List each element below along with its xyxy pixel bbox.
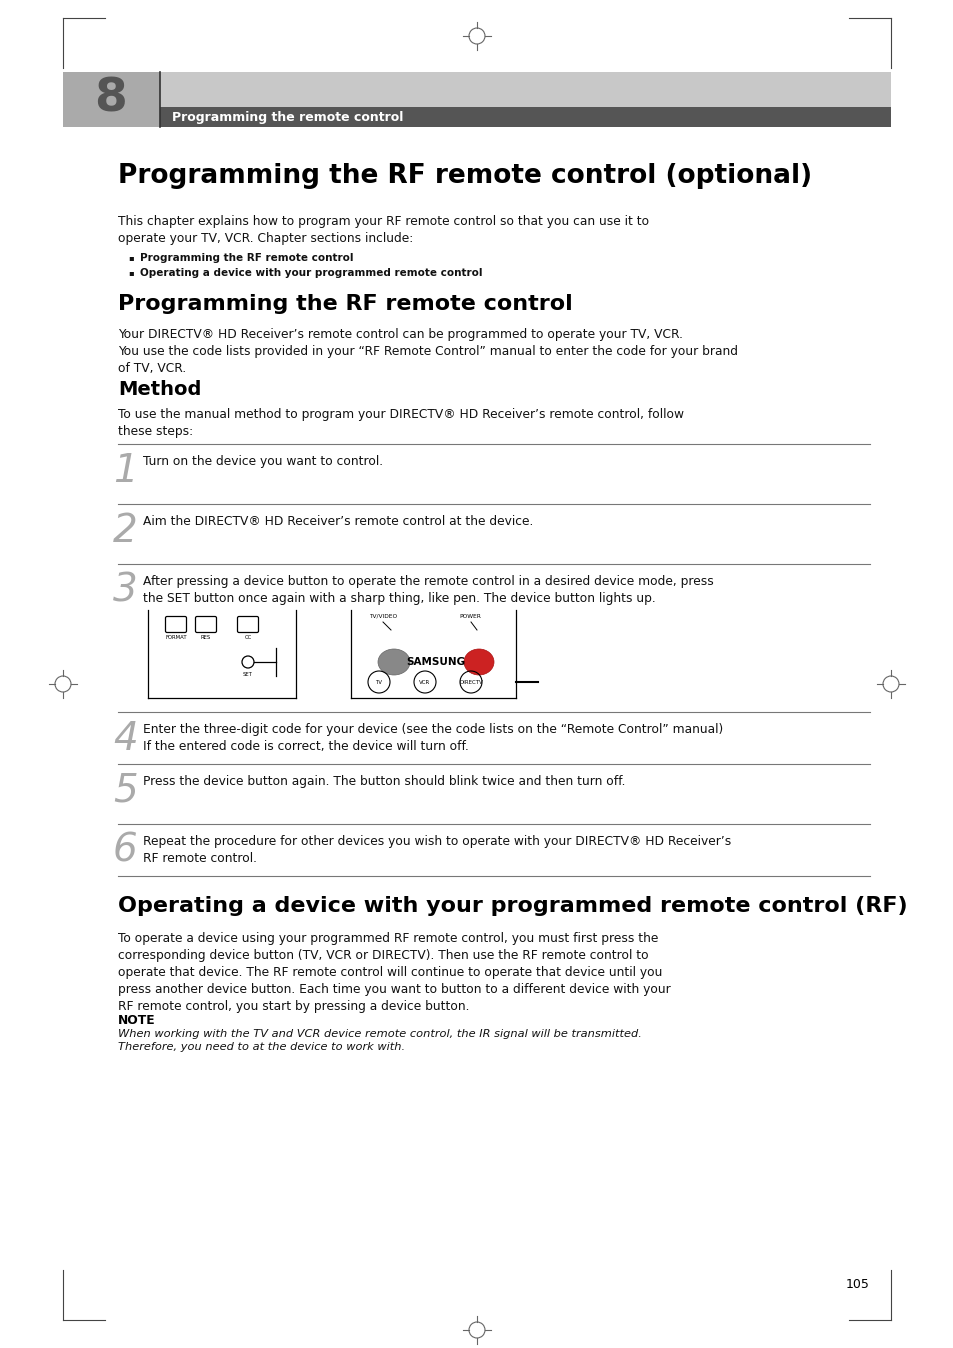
- Text: To operate a device using your programmed RF remote control, you must first pres: To operate a device using your programme…: [118, 931, 670, 1012]
- Text: DIRECTV: DIRECTV: [458, 679, 482, 685]
- Text: Programming the RF remote control: Programming the RF remote control: [140, 253, 354, 263]
- Text: 8: 8: [94, 77, 128, 123]
- Bar: [160, 106, 890, 127]
- Text: 6: 6: [112, 832, 137, 869]
- Text: Enter the three-digit code for your device (see the code lists on the “Remote Co: Enter the three-digit code for your devi…: [143, 723, 722, 754]
- Text: Press the device button again. The button should blink twice and then turn off.: Press the device button again. The butto…: [143, 775, 625, 789]
- Text: POWER: POWER: [458, 613, 480, 619]
- Text: TV: TV: [375, 679, 382, 685]
- Text: CC: CC: [244, 635, 252, 640]
- Text: Your DIRECTV® HD Receiver’s remote control can be programmed to operate your TV,: Your DIRECTV® HD Receiver’s remote contr…: [118, 328, 738, 375]
- Text: This chapter explains how to program your RF remote control so that you can use : This chapter explains how to program you…: [118, 214, 648, 245]
- Text: RES: RES: [201, 635, 211, 640]
- Text: Aim the DIRECTV® HD Receiver’s remote control at the device.: Aim the DIRECTV® HD Receiver’s remote co…: [143, 515, 533, 528]
- Bar: [63, 71, 160, 127]
- Text: ▪: ▪: [128, 268, 133, 276]
- Text: Turn on the device you want to control.: Turn on the device you want to control.: [143, 456, 383, 468]
- Text: 4: 4: [112, 720, 137, 758]
- Text: TV/VIDEO: TV/VIDEO: [369, 613, 396, 619]
- Text: 5: 5: [112, 772, 137, 810]
- Text: After pressing a device button to operate the remote control in a desired device: After pressing a device button to operat…: [143, 576, 713, 605]
- Text: 105: 105: [845, 1278, 869, 1291]
- Text: Programming the RF remote control: Programming the RF remote control: [118, 294, 572, 314]
- Text: Operating a device with your programmed remote control: Operating a device with your programmed …: [140, 268, 482, 278]
- Text: 2: 2: [112, 512, 137, 550]
- Text: 1: 1: [112, 452, 137, 491]
- Text: NOTE: NOTE: [118, 1014, 155, 1027]
- Bar: [63, 71, 890, 127]
- Text: ▪: ▪: [128, 253, 133, 262]
- Text: Repeat the procedure for other devices you wish to operate with your DIRECTV® HD: Repeat the procedure for other devices y…: [143, 834, 731, 865]
- Text: Operating a device with your programmed remote control (RF): Operating a device with your programmed …: [118, 896, 906, 917]
- Text: SET: SET: [243, 673, 253, 677]
- Text: 3: 3: [112, 572, 137, 611]
- Text: Programming the remote control: Programming the remote control: [172, 111, 403, 124]
- Text: SAMSUNG: SAMSUNG: [406, 656, 465, 667]
- Text: Method: Method: [118, 380, 201, 399]
- Text: To use the manual method to program your DIRECTV® HD Receiver’s remote control, : To use the manual method to program your…: [118, 408, 683, 438]
- Ellipse shape: [377, 648, 410, 675]
- Text: FORMAT: FORMAT: [165, 635, 187, 640]
- Ellipse shape: [463, 648, 494, 675]
- Text: VCR: VCR: [419, 679, 430, 685]
- Text: Programming the RF remote control (optional): Programming the RF remote control (optio…: [118, 163, 811, 189]
- Text: When working with the TV and VCR device remote control, the IR signal will be tr: When working with the TV and VCR device …: [118, 1029, 641, 1053]
